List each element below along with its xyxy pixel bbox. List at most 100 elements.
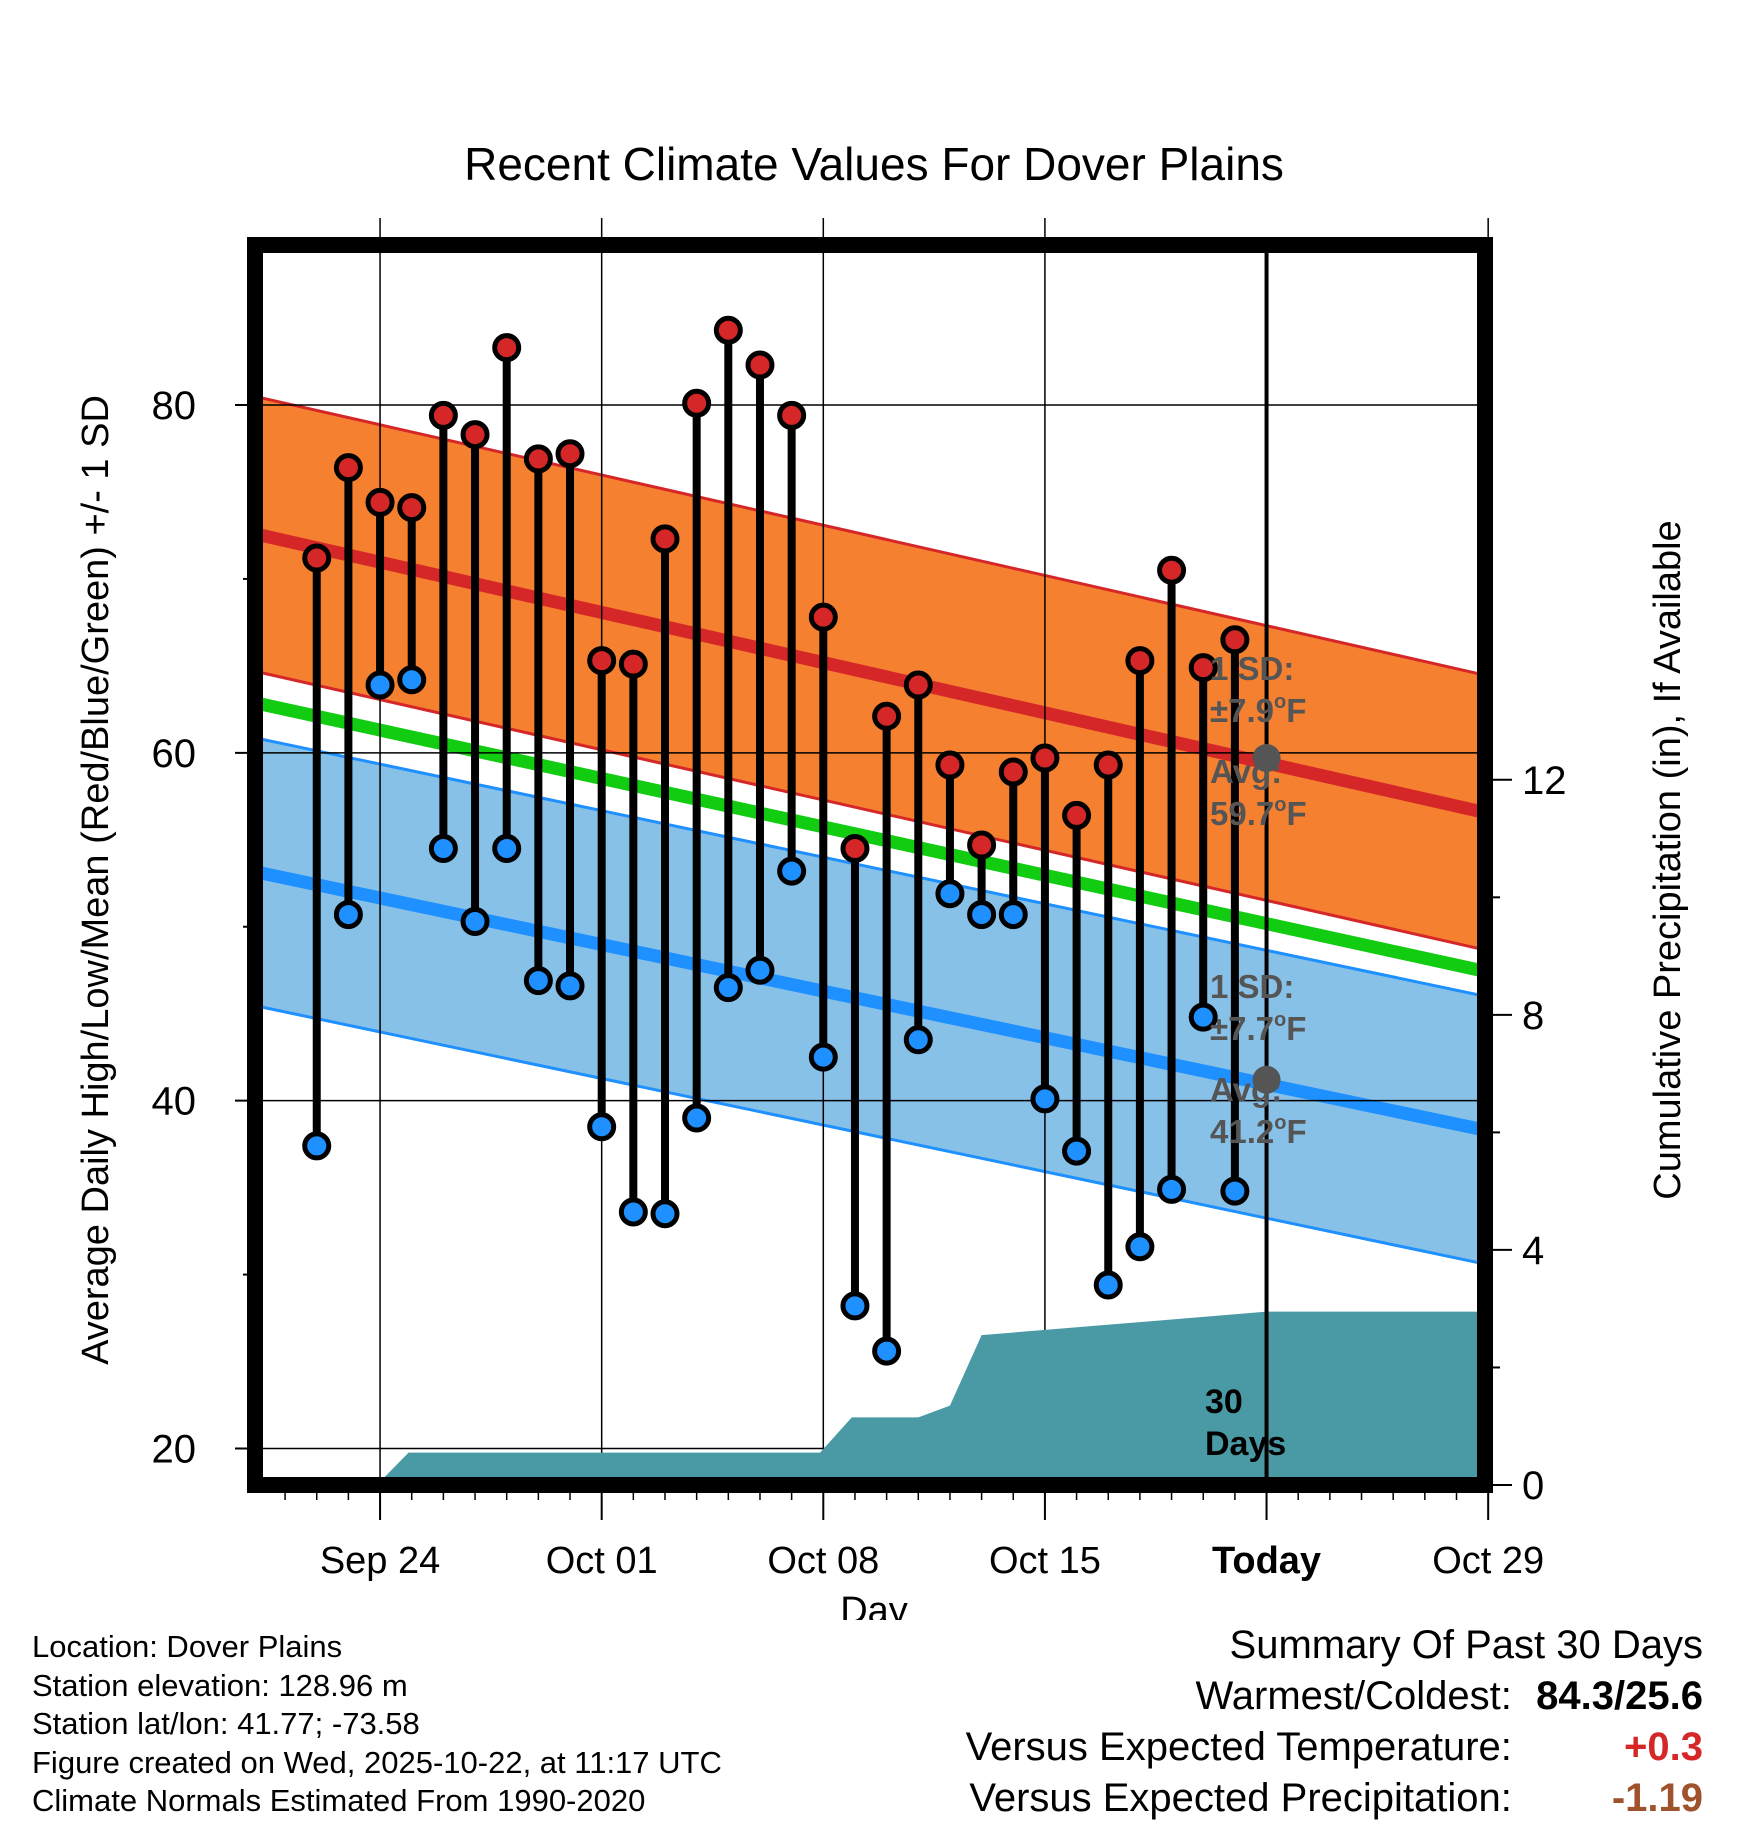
daily-high-point (998, 757, 1028, 787)
y-tick-label: 80 (152, 384, 197, 428)
daily-high-point (397, 493, 427, 523)
daily-high-point (302, 543, 332, 573)
x-tick-label: Oct 08 (767, 1540, 879, 1582)
daily-low-point (1125, 1232, 1155, 1262)
footer-latlon: Station lat/lon: 41.77; -73.58 (32, 1706, 420, 1741)
y-axis-label: Average Daily High/Low/Mean (Red/Blue/Gr… (75, 395, 117, 1365)
daily-high-point (618, 649, 648, 679)
daily-low-point (587, 1112, 617, 1142)
chart-background-layer (253, 394, 1487, 1266)
daily-high-point (745, 350, 775, 380)
station-info: Location: Dover Plains Station elevation… (32, 1628, 722, 1821)
daily-low-point (555, 971, 585, 1001)
daily-high-point (935, 750, 965, 780)
daily-high-point (713, 315, 743, 345)
footer-created: Figure created on Wed, 2025-10-22, at 11… (32, 1744, 722, 1780)
daily-low-point (903, 1025, 933, 1055)
footer-location: Location: Dover Plains (32, 1629, 343, 1664)
low-avg-marker (1252, 1065, 1281, 1094)
precipitation-area (255, 1311, 1485, 1485)
high-sd-value: ±7.9oF (1210, 691, 1306, 729)
footer-elevation: Station elevation: 128.96 m (32, 1667, 408, 1703)
low-sd-label: 1 SD: (1210, 968, 1294, 1005)
y2-tick-label: 0 (1522, 1464, 1544, 1508)
x-tick-label: Oct 01 (546, 1540, 658, 1582)
high-avg-unit: F (1286, 795, 1306, 832)
low-sd-degree: o (1274, 1009, 1286, 1031)
low-avg-value: 41.2oF (1210, 1112, 1307, 1150)
window-label-count: 30 (1205, 1383, 1243, 1421)
y2-tick-label: 12 (1522, 759, 1567, 803)
daily-low-point (713, 973, 743, 1003)
precipitation-layer (255, 1311, 1485, 1485)
daily-high-point (1188, 653, 1218, 683)
x-tick-label: Oct 15 (989, 1540, 1101, 1582)
x-tick-label: Today (1212, 1540, 1321, 1582)
summary-panel: Summary Of Past 30 Days Warmest/Coldest:… (966, 1620, 1703, 1824)
high-sd-unit: F (1286, 692, 1306, 729)
daily-low-point (1093, 1270, 1123, 1300)
precip-departure-value: -1.19 (1611, 1776, 1703, 1820)
daily-high-point (1062, 800, 1092, 830)
daily-high-point (840, 833, 870, 863)
daily-high-point (460, 420, 490, 450)
warm-cold-label: Warmest/Coldest: (1195, 1674, 1512, 1718)
normal-low-band-upper-edge (254, 736, 1486, 998)
daily-high-point (523, 444, 553, 474)
daily-low-point (872, 1336, 902, 1366)
daily-high-point (587, 646, 617, 676)
daily-low-point (302, 1131, 332, 1161)
daily-low-point (397, 665, 427, 695)
x-axis-label: Day (840, 1590, 908, 1620)
daily-high-point (555, 439, 585, 469)
daily-low-point (777, 856, 807, 886)
daily-low-point (460, 907, 490, 937)
daily-low-point (745, 955, 775, 985)
daily-high-point (1157, 555, 1187, 585)
y2-axis-label: Cumulative Precipitation (in), If Availa… (1647, 520, 1689, 1199)
precip-departure-label: Versus Expected Precipitation: (969, 1776, 1512, 1820)
summary-title: Summary Of Past 30 Days (1229, 1623, 1703, 1667)
window-label-unit: Days (1205, 1425, 1286, 1463)
normal-mean-line (253, 696, 1487, 978)
chart-title: Recent Climate Values For Dover Plains (464, 138, 1284, 190)
daily-high-point (365, 487, 395, 517)
y2-tick-label: 8 (1522, 994, 1544, 1038)
high-avg-label: Avg: (1210, 753, 1282, 790)
normal-low-band-lower-edge (254, 1004, 1486, 1266)
normal-low-line (253, 865, 1487, 1137)
daily-low-point (1188, 1002, 1218, 1032)
axes-layer: 20 40 60 80 0 4 8 12 Sep 24 Oct 01 Oct 08 Oct 15 Tod… (152, 384, 1567, 1582)
daily-high-point (333, 453, 363, 483)
temp-departure-value: +0.3 (1624, 1725, 1703, 1769)
daily-high-point (1030, 743, 1060, 773)
summary-precip-row: Versus Expected Precipitation: -1.19 (966, 1773, 1703, 1824)
summary-warm-cold-row: Warmest/Coldest: 84.3/25.6 (966, 1671, 1704, 1722)
daily-low-point (1157, 1174, 1187, 1204)
temp-departure-label: Versus Expected Temperature: (965, 1725, 1512, 1769)
daily-high-point (650, 524, 680, 554)
low-sd-value: ±7.7oF (1210, 1009, 1306, 1047)
footer-normals: Climate Normals Estimated From 1990-2020 (32, 1783, 646, 1818)
high-sd-degree: o (1274, 691, 1286, 713)
daily-range-layer (302, 315, 1250, 1366)
y-tick-label: 40 (152, 1080, 197, 1124)
high-avg-marker (1252, 744, 1281, 773)
climate-chart: 30 Days 1 SD: ±7.9oF Avg: 59.7oF 1 SD: ±7.7oF Av… (75, 138, 1689, 1620)
daily-low-point (650, 1199, 680, 1229)
high-avg-degree: o (1274, 794, 1286, 816)
low-avg-label: Avg: (1210, 1071, 1282, 1108)
normal-high-band-lower-edge (254, 669, 1486, 952)
annotation-layer: 30 Days 1 SD: ±7.9oF Avg: 59.7oF 1 SD: ±7.7oF Av… (1205, 240, 1307, 1485)
daily-low-point (428, 833, 458, 863)
daily-low-point (618, 1197, 648, 1227)
daily-low-point (808, 1042, 838, 1072)
daily-low-point (333, 900, 363, 930)
low-sd-unit: F (1286, 1010, 1306, 1047)
daily-high-point (492, 333, 522, 363)
daily-low-point (998, 900, 1028, 930)
daily-low-point (492, 833, 522, 863)
y2-tick-label: 4 (1522, 1229, 1544, 1273)
daily-high-point (872, 701, 902, 731)
daily-high-point (428, 400, 458, 430)
